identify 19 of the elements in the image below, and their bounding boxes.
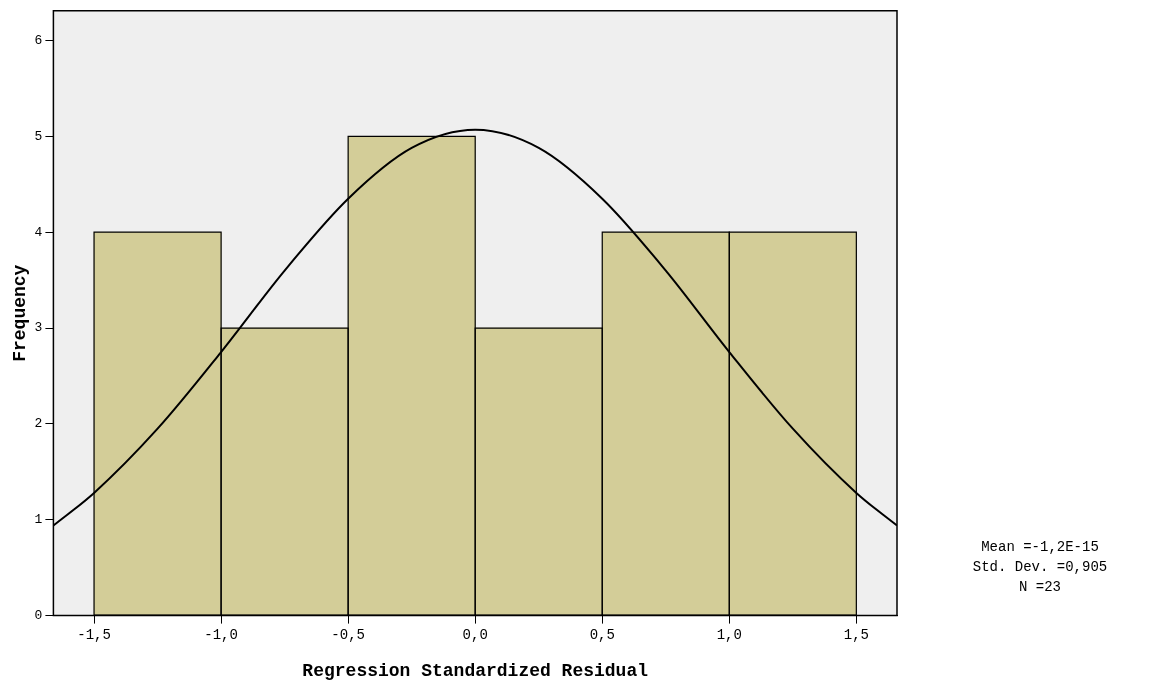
x-tick-label: 0,0 — [462, 626, 488, 643]
text: Std. Dev. =0,905 — [972, 559, 1108, 576]
x-tick-label: -1,5 — [77, 626, 111, 643]
y-tick-label: 1 — [34, 512, 43, 528]
x-axis-title: Regression Standardized Residual — [302, 660, 649, 681]
x-tick-label: -1,0 — [204, 626, 238, 643]
y-tick-label: 6 — [34, 32, 43, 48]
x-tick-label: 0,5 — [589, 626, 615, 643]
y-tick-label: 4 — [34, 224, 43, 240]
y-tick-label: 5 — [34, 128, 43, 144]
y-axis-title: Frequency — [10, 264, 31, 362]
x-tick-label: -0,5 — [331, 626, 365, 643]
x-tick-label: 1,5 — [843, 626, 869, 643]
text: N =23 — [1018, 579, 1062, 596]
y-tick-label: 3 — [34, 320, 43, 336]
text: Mean =-1,2E-15 — [981, 539, 1099, 556]
y-tick-label: 0 — [34, 608, 43, 624]
y-tick-label: 2 — [34, 416, 43, 432]
x-tick-label: 1,0 — [716, 626, 742, 643]
